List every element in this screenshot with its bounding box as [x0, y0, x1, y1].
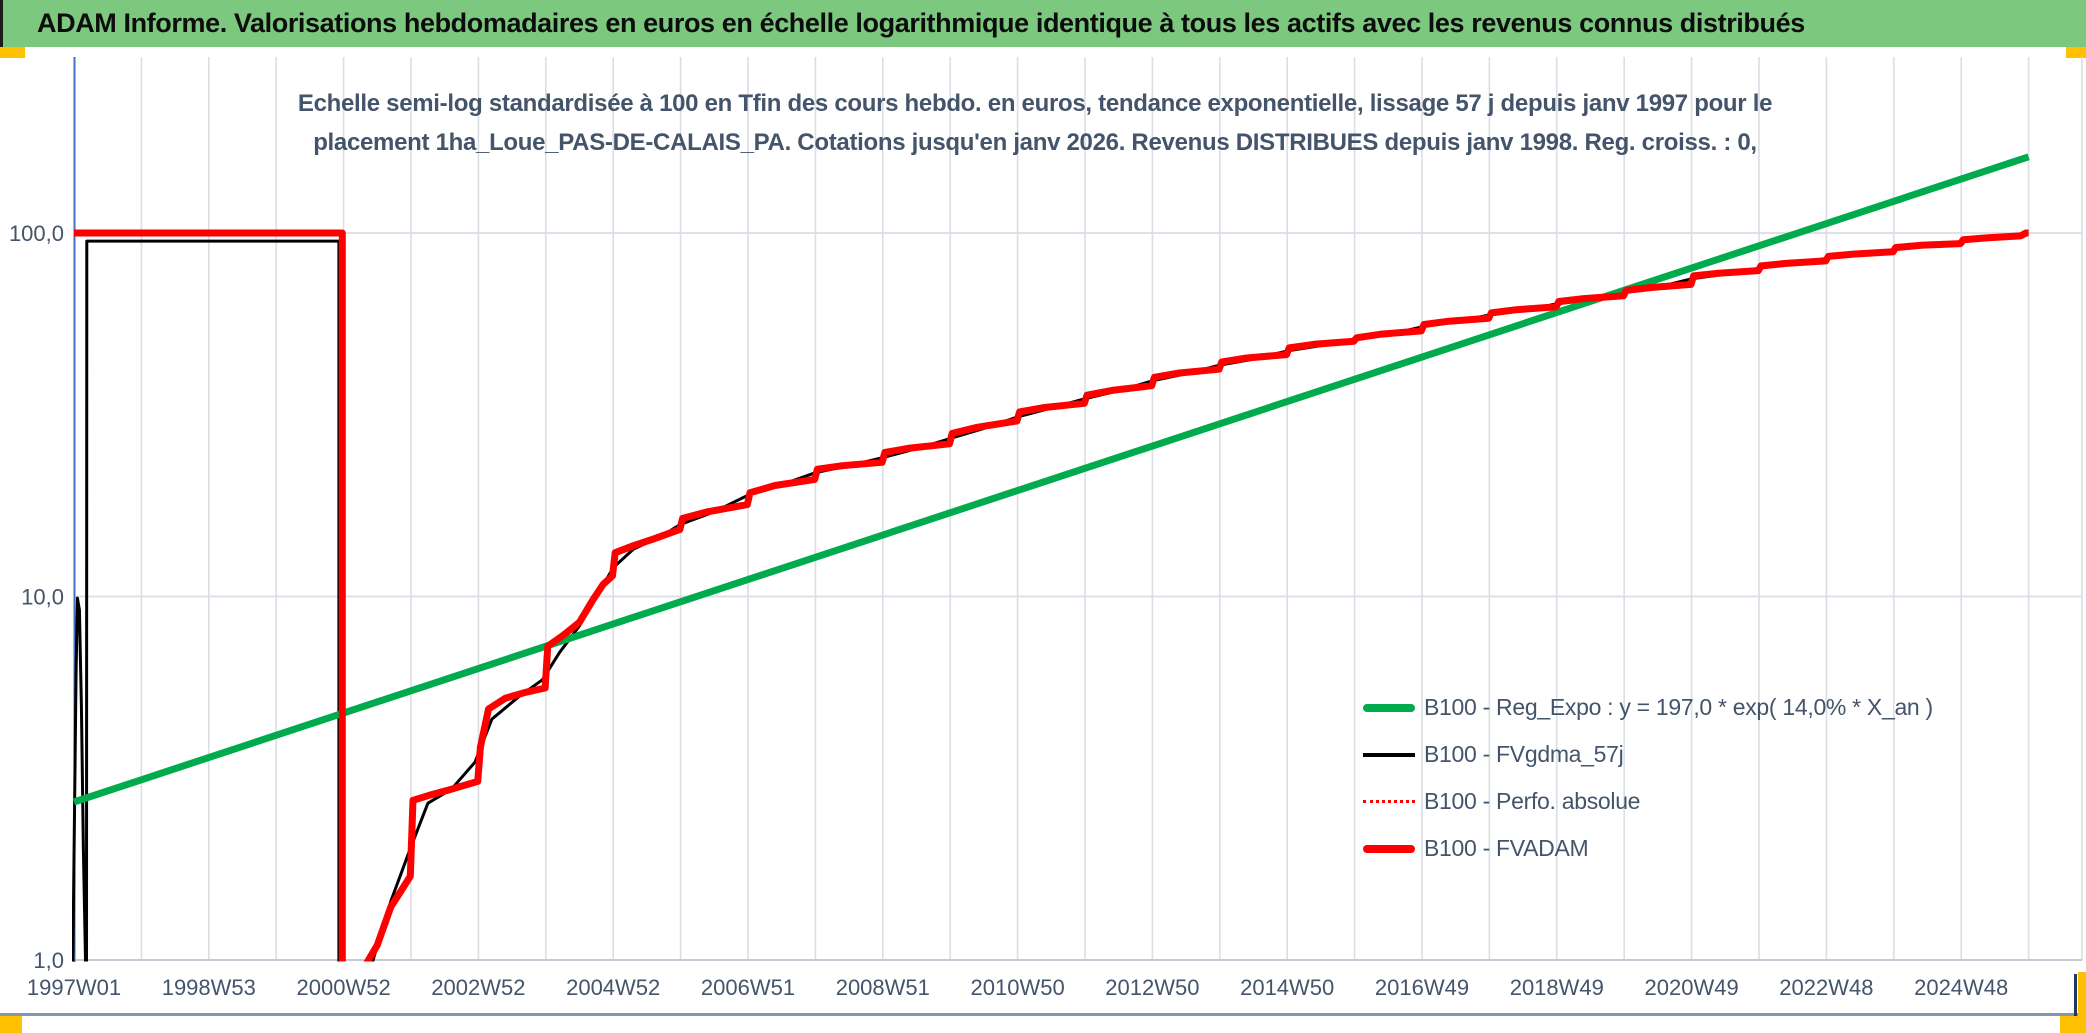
x-tick-label: 2004W52	[566, 975, 660, 1000]
accent-square-bottom-right	[2060, 1016, 2086, 1033]
legend-label: B100 - Perfo. absolue	[1424, 788, 1641, 814]
legend-item-perfo-absolue: B100 - Perfo. absolue	[1363, 778, 1923, 825]
accent-square-top-left	[0, 47, 25, 58]
accent-square-bottom-left	[0, 1016, 22, 1033]
legend-line-sample-red	[1363, 844, 1415, 853]
legend-item-reg-expo: B100 - Reg_Expo : y = 197,0 * exp( 14,0%…	[1363, 684, 1933, 731]
series-fvadam	[74, 229, 2030, 962]
x-axis-tick-labels: 1997W01 1998W53 2000W52 2002W52 2004W52 2006W…	[27, 975, 2008, 1000]
x-tick-label: 2010W50	[971, 975, 1065, 1000]
legend-line-sample-red-dotted	[1363, 800, 1415, 803]
legend-label: B100 - Reg_Expo : y = 197,0 * exp( 14,0%…	[1424, 694, 1933, 720]
x-tick-label: 1998W53	[162, 975, 256, 1000]
vertical-gridlines	[140, 57, 2083, 960]
x-tick-label: 2014W50	[1240, 975, 1334, 1000]
chart-subtitle: Echelle semi-log standardisée à 100 en T…	[230, 84, 1840, 162]
series-fvgdma-57j	[72, 232, 2026, 962]
title-bar: ADAM Informe. Valorisations hebdomadaire…	[0, 0, 2086, 47]
horizontal-gridlines	[74, 232, 2082, 598]
legend-label: B100 - FVgdma_57j	[1424, 741, 1624, 767]
page-title: ADAM Informe. Valorisations hebdomadaire…	[37, 8, 1805, 38]
chart-subtitle-line2: placement 1ha_Loue_PAS-DE-CALAIS_PA. Cot…	[313, 129, 1757, 156]
accent-square-top-right	[2066, 47, 2086, 58]
legend-item-fvadam: B100 - FVADAM	[1363, 825, 1923, 872]
chart-legend: B100 - Reg_Expo : y = 197,0 * exp( 14,0%…	[1363, 684, 1933, 872]
x-tick-label: 1997W01	[27, 975, 121, 1000]
frame-right-corner-line	[2074, 974, 2077, 1016]
y-axis-tick-labels: 100,0 10,0 1,0	[9, 221, 64, 973]
series-perfo-absolue	[74, 231, 2029, 962]
x-tick-label: 2018W49	[1510, 975, 1604, 1000]
x-tick-label: 2002W52	[431, 975, 525, 1000]
legend-line-sample-green	[1363, 703, 1415, 712]
legend-label: B100 - FVADAM	[1424, 835, 1589, 861]
x-tick-label: 2006W51	[701, 975, 795, 1000]
x-tick-label: 2016W49	[1375, 975, 1469, 1000]
legend-line-sample-black	[1363, 752, 1415, 757]
legend-item-fvgdma: B100 - FVgdma_57j	[1363, 731, 1923, 778]
accent-bar-right-edge	[2078, 972, 2086, 1016]
frame-bottom-line	[0, 1013, 2086, 1016]
y-tick-label: 1,0	[33, 948, 64, 973]
x-tick-label: 2022W48	[1779, 975, 1873, 1000]
x-tick-label: 2008W51	[836, 975, 930, 1000]
series-reg-expo	[72, 153, 2030, 806]
x-tick-label: 2012W50	[1105, 975, 1199, 1000]
x-tick-label: 2020W49	[1645, 975, 1739, 1000]
y-tick-label: 10,0	[21, 585, 64, 610]
y-tick-label: 100,0	[9, 221, 64, 246]
x-tick-label: 2024W48	[1914, 975, 2008, 1000]
x-tick-label: 2000W52	[297, 975, 391, 1000]
chart-subtitle-line1: Echelle semi-log standardisée à 100 en T…	[297, 90, 1773, 117]
